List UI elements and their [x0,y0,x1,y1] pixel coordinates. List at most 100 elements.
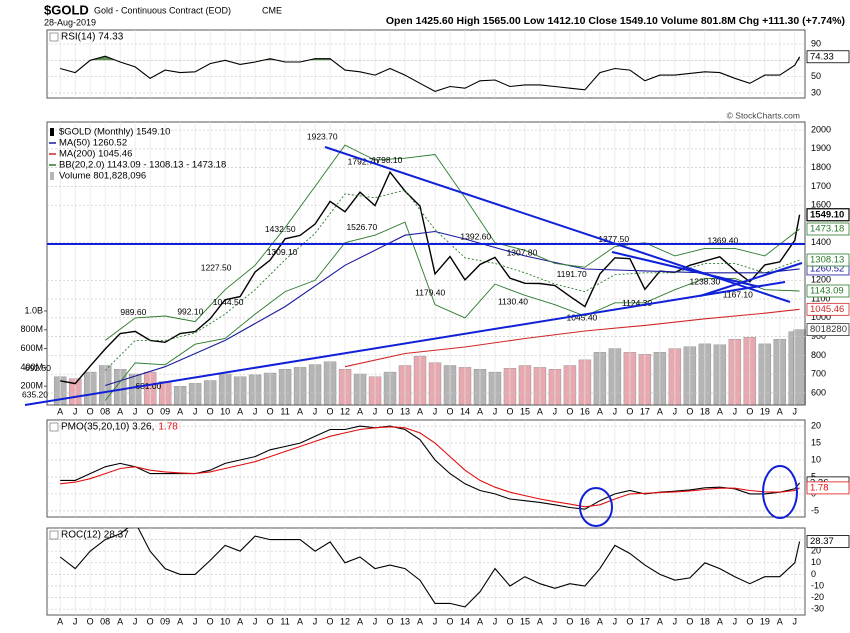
price-annotation: 1798.10 [372,155,403,165]
x-tick-label: J [613,406,618,416]
legend-label: MA(50) 1260.52 [59,138,127,149]
x-tick-label: J [253,406,258,416]
y-tick-label: 10 [811,454,821,464]
x-tick-label: 08 [100,616,110,626]
x-tick-label: A [657,616,663,626]
x-tick-label: O [327,406,334,416]
panel-icon [49,530,59,540]
y-tick-label: 10 [811,557,821,567]
y-tick-label: 1000 [811,312,831,322]
panel-frame [46,527,806,616]
x-tick-label: J [733,616,738,626]
x-tick-label: A [177,616,183,626]
x-tick-label: O [746,616,753,626]
x-tick-label: A [417,616,423,626]
last-value-label: 1.78 [810,482,829,493]
x-tick-label: A [57,406,63,416]
series-line [60,55,801,92]
x-tick-label: J [373,616,378,626]
highlight-ellipse [579,487,613,527]
x-tick-label: 15 [520,616,530,626]
x-tick-label: O [267,616,274,626]
x-tick-label: O [446,406,453,416]
x-tick-label: A [477,616,483,626]
x-tick-label: 18 [700,616,710,626]
last-value-label: 28.37 [810,536,834,547]
price-annotation: 1124.30 [622,298,652,308]
x-tick-label: A [717,406,723,416]
last-value-label: 1260.52 [810,263,844,274]
x-tick-label: 19 [760,616,770,626]
trendline [611,251,761,288]
y-tick-label: 1200 [811,275,831,285]
x-tick-label: 12 [340,406,350,416]
last-value-label: 1045.46 [810,304,844,315]
x-tick-label: A [297,616,303,626]
y-tick-label: -30 [811,604,824,614]
x-tick-label: A [537,616,543,626]
drawn-trendlines [24,146,805,527]
x-tick-label: A [237,616,243,626]
x-tick-label: J [793,406,798,416]
x-tick-label: O [207,406,214,416]
x-tick-label: J [553,406,558,416]
price-annotation: 1377.50 [598,234,629,244]
x-tick-label: 10 [220,406,230,416]
last-value-label: 1473.18 [810,224,844,235]
price-annotation: 1526.70 [346,222,377,232]
series-line [60,425,801,510]
x-tick-label: A [477,406,483,416]
y-tick-label: -5 [811,505,819,515]
x-tick-label: A [57,616,63,626]
x-tick-label: J [253,616,258,626]
x-tick-label: 09 [160,616,170,626]
y-tick-label: -10 [811,580,824,590]
price-annotation: 989.60 [120,307,146,317]
legend-label: MA(200) 1045.46 [59,149,132,160]
symbol: $GOLD [44,2,89,17]
trendline [24,281,786,406]
y-tick-label: 20 [811,546,821,556]
y-tick-label: 20 [811,420,821,430]
panel-frame [46,419,806,518]
legend-swatch [50,128,54,136]
x-tick-label: J [73,616,78,626]
x-tick-label: 16 [580,616,590,626]
last-value-box [806,50,850,64]
credit: © StockCharts.com [727,110,800,120]
x-tick-label: J [133,406,138,416]
x-tick-label: O [506,616,513,626]
last-value-label: 74.33 [810,51,834,62]
x-tick-label: 15 [520,406,530,416]
price-annotation: 1238.30 [689,276,720,286]
x-tick-label: A [537,406,543,416]
y2-tick-label: 400M [20,362,43,372]
x-tick-label: J [673,616,678,626]
price-annotation: 1792.70 [348,156,379,166]
price-annotation: 1130.40 [498,297,528,307]
x-tick-label: O [506,406,513,416]
price-annotation: 692.50 [25,363,51,373]
x-tick-label: J [493,616,498,626]
x-tick-label: A [657,406,663,416]
last-value-box [806,222,850,236]
x-tick-label: O [387,616,394,626]
x-tick-label: J [313,616,318,626]
last-value-box [806,302,850,316]
x-tick-label: J [193,406,198,416]
y2-tick-label: 200M [20,381,43,391]
x-tick-label: O [566,616,573,626]
y-tick-label: 30 [811,87,821,97]
x-tick-label: 08 [100,406,110,416]
y2-tick-label: 600M [20,343,43,353]
y-tick-label: 5 [811,471,816,481]
price-annotation: 992.10 [177,307,203,317]
last-value-box [806,323,850,337]
price-annotation: 1309.10 [267,247,298,257]
x-tick-label: O [626,616,633,626]
last-value-label: 1549.10 [810,209,844,220]
x-tick-label: O [446,616,453,626]
y-tick-label: 90 [811,38,821,48]
x-tick-label: O [267,406,274,416]
